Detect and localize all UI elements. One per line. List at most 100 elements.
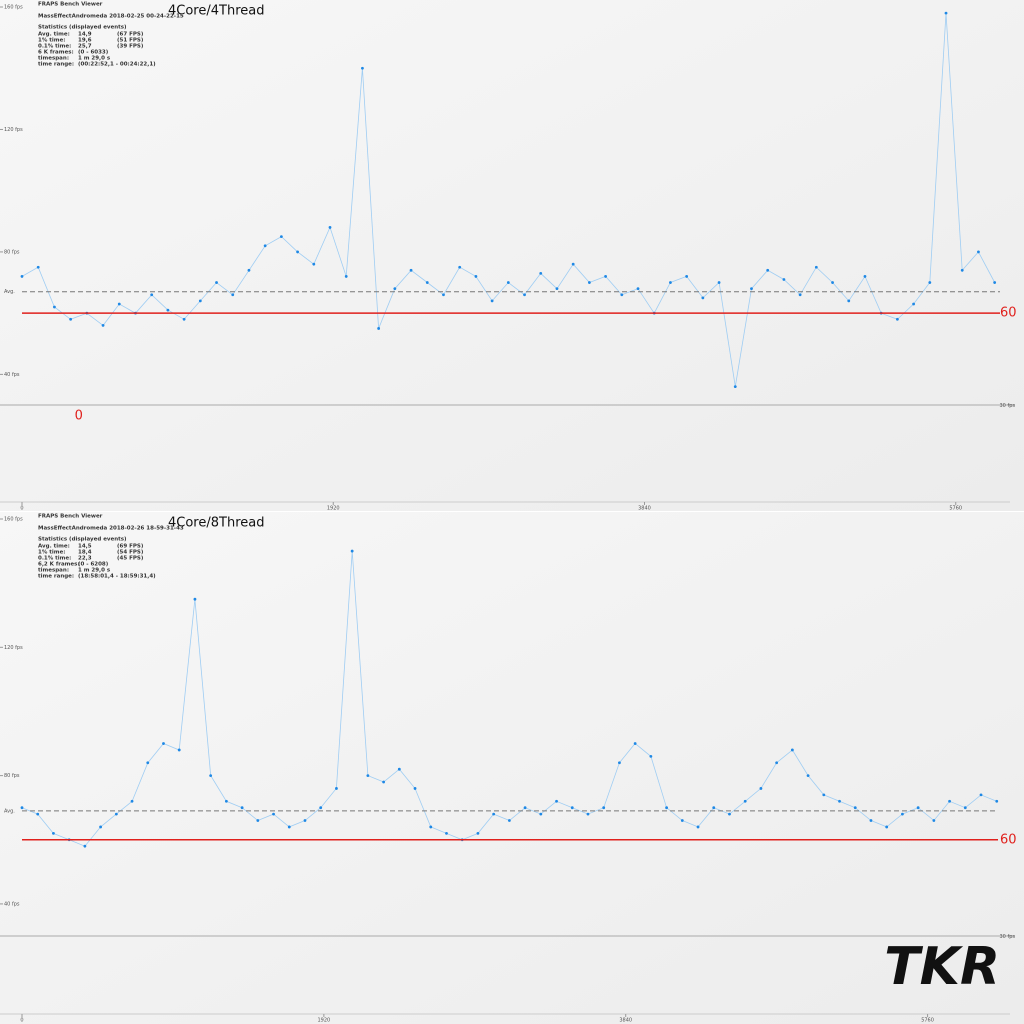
frame-point <box>806 774 810 778</box>
frame-point <box>193 597 197 601</box>
frame-point <box>36 812 40 816</box>
frame-point <box>296 250 299 254</box>
stats-cell: timespan: <box>38 56 69 62</box>
frame-point <box>492 812 496 816</box>
frame-point <box>822 793 826 797</box>
avg-label: Avg. <box>4 289 15 295</box>
frame-point <box>523 806 527 810</box>
frame-point <box>272 812 275 816</box>
panel-background <box>0 0 1024 511</box>
avg-label: Avg. <box>4 808 15 814</box>
frame-point <box>775 761 779 765</box>
x-tick-label: 0 <box>20 1018 23 1024</box>
frame-point <box>350 549 354 553</box>
frame-point <box>712 806 716 810</box>
frame-point <box>182 317 186 321</box>
frame-point <box>782 278 786 281</box>
frame-point <box>831 281 834 284</box>
frame-point <box>853 806 857 810</box>
frame-point <box>798 293 802 297</box>
frame-point <box>523 293 526 297</box>
stats-cell: 22,3 <box>78 556 92 562</box>
stats-heading: Statistics (displayed events) <box>38 25 127 31</box>
frame-point <box>150 293 154 297</box>
watermark: TKR <box>884 937 1000 997</box>
stats-cell: 0.1% time: <box>38 44 71 50</box>
frame-point <box>814 265 818 269</box>
reference-label: 60 <box>1000 306 1017 321</box>
file-name: MassEffectAndromeda 2018-02-25 00-24-22-… <box>38 14 184 20</box>
frame-point <box>20 806 24 810</box>
frame-point <box>425 281 429 284</box>
frame-point <box>101 324 105 327</box>
y-tick-label: 40 fps <box>4 372 20 378</box>
frame-point <box>618 761 621 765</box>
frame-point <box>571 262 575 266</box>
frame-point <box>555 287 559 291</box>
frame-point <box>963 806 967 810</box>
y-tick-label: 120 fps <box>4 127 23 133</box>
stats-cell: 1% time: <box>38 38 65 44</box>
stats-cell: 0.1% time: <box>38 556 71 562</box>
y-tick-label: 80 fps <box>4 773 20 779</box>
stats-cell: timespan: <box>38 568 69 574</box>
y-tick-label: 160 fps <box>4 5 23 11</box>
bottom-line-label: 30 fps <box>1000 403 1016 409</box>
frame-point <box>215 281 218 284</box>
frame-point <box>743 799 747 803</box>
frame-point <box>649 754 653 758</box>
frame-point <box>669 281 672 284</box>
frame-point <box>240 806 244 810</box>
frame-point <box>948 799 951 803</box>
frame-point <box>977 250 980 254</box>
y-tick-label: 160 fps <box>4 517 23 523</box>
frame-point <box>209 774 213 778</box>
x-tick-label: 1920 <box>317 1018 330 1024</box>
stats-cell: 1 m 29,0 s <box>78 56 111 62</box>
frame-point <box>506 281 510 284</box>
frame-point <box>20 275 24 278</box>
frame-point <box>539 271 543 275</box>
frame-point <box>838 799 841 803</box>
frame-point <box>932 819 936 822</box>
frame-point <box>555 799 558 803</box>
y-tick-label: 40 fps <box>4 901 20 907</box>
frame-point <box>995 799 999 803</box>
x-tick-label: 0 <box>20 506 23 512</box>
frame-point <box>916 806 920 810</box>
frame-point <box>869 819 873 822</box>
stats-cell: (39 FPS) <box>117 44 144 50</box>
frame-point <box>429 825 433 829</box>
frame-point <box>366 774 370 778</box>
bottom-line-label: 30 fps <box>1000 934 1016 940</box>
frame-point <box>335 787 338 790</box>
frame-point <box>474 275 478 278</box>
frame-point <box>344 275 348 278</box>
stats-cell: (0 - 6208) <box>78 562 109 568</box>
frame-point <box>790 748 794 752</box>
frame-point <box>895 317 899 321</box>
frame-point <box>458 265 462 269</box>
frame-point <box>287 825 291 829</box>
x-tick-label: 5760 <box>921 1018 934 1024</box>
stats-heading: Statistics (displayed events) <box>38 537 127 543</box>
frame-point <box>377 327 381 330</box>
stats-cell: 25,7 <box>78 44 92 50</box>
frame-point <box>685 275 689 278</box>
stats-cell: (0 - 6033) <box>78 50 109 56</box>
stats-cell: (67 FPS) <box>117 32 144 38</box>
frame-point <box>53 305 56 309</box>
frame-point <box>728 812 731 816</box>
frame-point <box>733 385 737 389</box>
frame-point <box>912 302 915 306</box>
frame-point <box>901 812 904 816</box>
frame-point <box>319 806 323 810</box>
stats-cell: (54 FPS) <box>117 550 144 556</box>
chart-title: 4Core/4Thread <box>168 4 264 19</box>
y-tick-label: 120 fps <box>4 645 23 651</box>
stats-cell: (51 FPS) <box>117 38 144 44</box>
frame-point <box>130 799 134 803</box>
frame-point <box>847 299 851 303</box>
x-tick-label: 1920 <box>327 506 340 512</box>
